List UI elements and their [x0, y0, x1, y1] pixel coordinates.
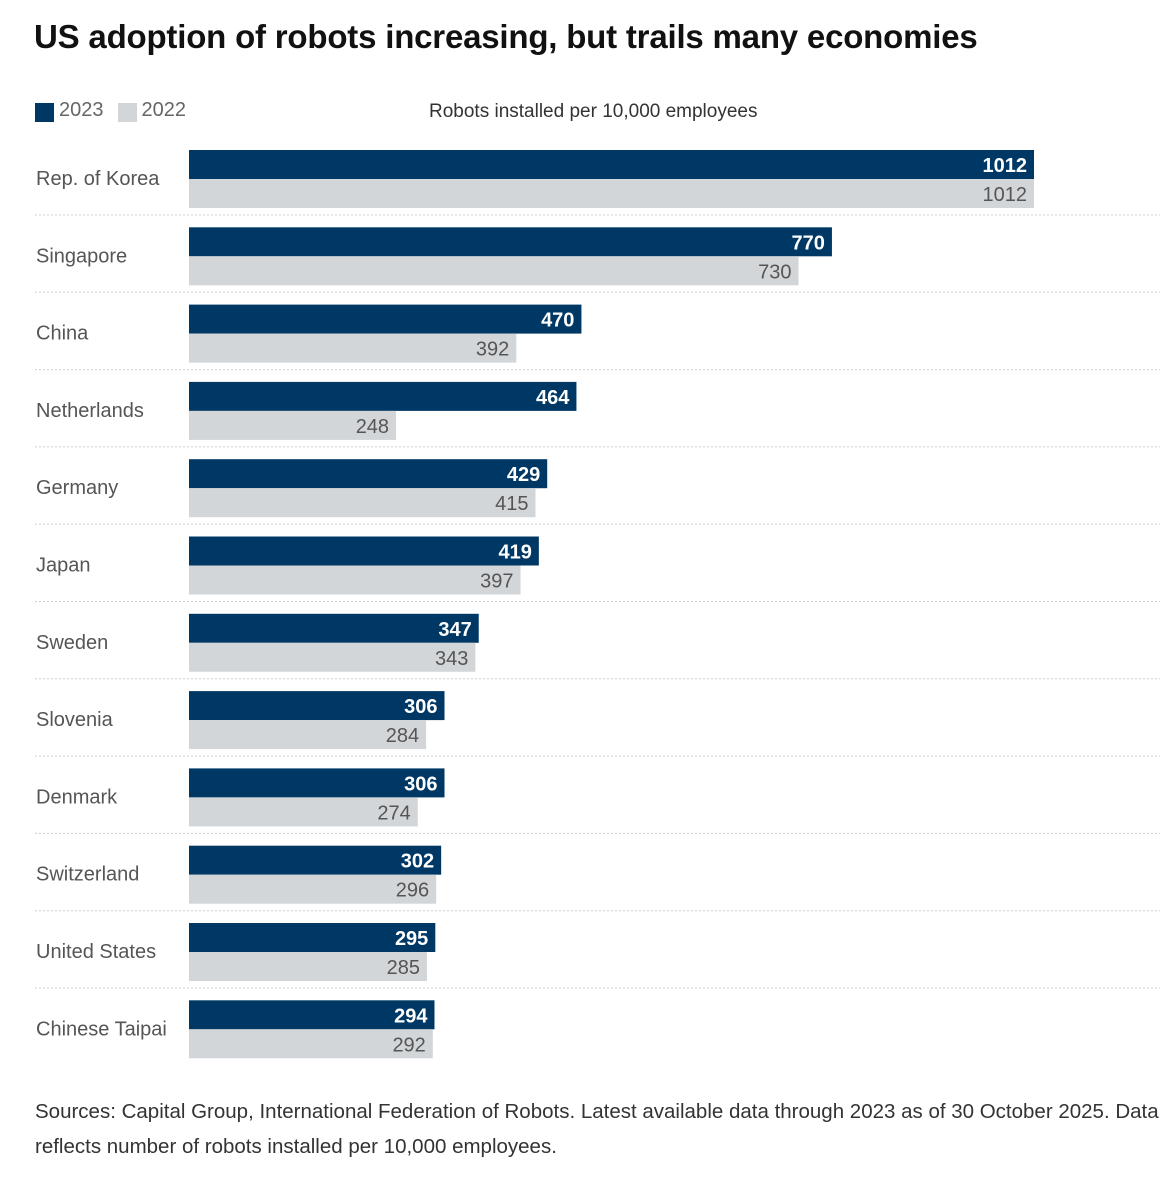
- legend-item-2023: 2023: [35, 99, 104, 122]
- category-label: United States: [36, 941, 156, 963]
- data-label-2022: 392: [476, 339, 509, 361]
- legend-swatch-2022: [117, 103, 137, 122]
- legend-item-2022: 2022: [117, 99, 187, 122]
- bar-2023: [189, 923, 436, 952]
- chart-subtitle: Robots installed per 10,000 employees: [429, 101, 758, 122]
- data-label-2022: 1012: [983, 184, 1028, 206]
- bar-2022: [189, 179, 1034, 208]
- bar-2022: [189, 256, 799, 286]
- bar-2022: [189, 333, 517, 363]
- data-label-2023: 306: [404, 696, 437, 718]
- category-label: Japan: [36, 555, 91, 577]
- bar-2022: [189, 874, 437, 904]
- bar-2022: [189, 565, 521, 595]
- bar-2023: [189, 768, 445, 798]
- data-label-2023: 294: [394, 1005, 428, 1027]
- category-label: China: [36, 323, 89, 345]
- bar-2023: [189, 150, 1034, 179]
- bar-2023: [189, 304, 582, 334]
- bar-2023: [189, 1000, 435, 1030]
- category-label: Switzerland: [36, 864, 139, 886]
- data-label-2022: 397: [480, 571, 513, 593]
- bar-2022: [189, 488, 536, 518]
- data-label-2023: 295: [395, 928, 428, 950]
- category-label: Germany: [36, 477, 118, 499]
- data-label-2023: 770: [792, 232, 825, 254]
- data-label-2022: 415: [495, 493, 528, 515]
- category-label: Singapore: [36, 245, 127, 267]
- chart-title: US adoption of robots increasing, but tr…: [34, 18, 978, 55]
- bar-2022: [189, 720, 427, 750]
- data-label-2023: 302: [401, 851, 434, 873]
- bar-2022: [189, 1029, 433, 1059]
- category-label: Netherlands: [36, 400, 144, 422]
- bar-2023: [189, 381, 577, 411]
- bar-2023: [189, 691, 445, 721]
- bar-2023: [189, 845, 442, 875]
- data-label-2022: 730: [758, 261, 791, 283]
- data-label-2022: 292: [392, 1034, 425, 1056]
- category-label: Chinese Taipai: [36, 1018, 167, 1040]
- data-label-2022: 248: [356, 416, 389, 438]
- bar-2023: [189, 536, 539, 566]
- bar-2022: [189, 952, 427, 981]
- data-label-2023: 419: [498, 542, 531, 564]
- data-label-2022: 274: [377, 802, 410, 824]
- data-label-2023: 1012: [983, 155, 1028, 177]
- legend-swatch-2023: [35, 103, 54, 122]
- data-label-2022: 296: [396, 880, 429, 902]
- data-label-2022: 285: [387, 957, 420, 979]
- data-label-2023: 470: [541, 310, 574, 332]
- data-label-2022: 284: [386, 725, 419, 747]
- data-label-2023: 464: [536, 387, 570, 409]
- bar-2023: [189, 227, 832, 257]
- category-label: Slovenia: [36, 709, 114, 731]
- data-label-2023: 306: [404, 773, 437, 795]
- legend-label-2023: 2023: [59, 99, 104, 121]
- legend: 2023 2022: [35, 99, 200, 122]
- data-label-2023: 347: [438, 619, 471, 641]
- data-label-2023: 429: [507, 464, 540, 486]
- data-label-2022: 343: [435, 648, 468, 670]
- bar-2023: [189, 613, 479, 643]
- bar-2023: [189, 459, 548, 489]
- bar-2022: [189, 410, 397, 440]
- legend-label-2022: 2022: [141, 99, 187, 121]
- bar-2022: [189, 642, 476, 672]
- category-label: Denmark: [36, 786, 118, 808]
- category-label: Sweden: [36, 632, 108, 654]
- sources-note: Sources: Capital Group, International Fe…: [35, 1100, 1159, 1158]
- bar-2022: [189, 797, 418, 827]
- category-label: Rep. of Korea: [36, 168, 160, 190]
